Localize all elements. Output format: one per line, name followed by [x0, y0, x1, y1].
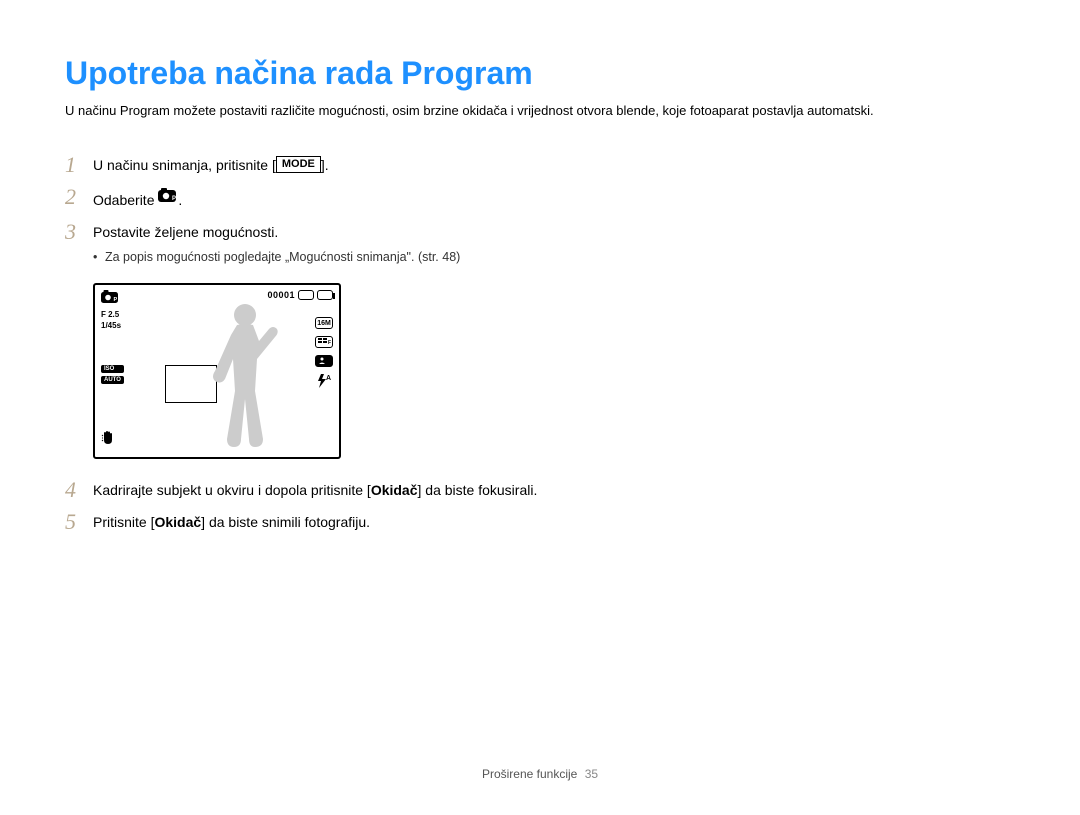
step-text-fragment: . — [178, 192, 182, 208]
step-5: 5 Pritisnite [Okidač] da biste snimili f… — [65, 509, 1015, 533]
footer-page-number: 35 — [585, 767, 598, 781]
svg-text:P: P — [114, 297, 118, 303]
step-number: 2 — [65, 184, 93, 208]
shot-counter: 00001 — [267, 290, 295, 300]
shutter-speed-label: 1/45s — [101, 322, 121, 330]
stabilizer-icon — [101, 433, 115, 450]
step-text: U načinu snimanja, pritisnite [MODE]. — [93, 152, 329, 176]
shutter-bold: Okidač — [154, 514, 201, 530]
shutter-bold: Okidač — [371, 482, 418, 498]
steps-list: 1 U načinu snimanja, pritisnite [MODE]. … — [65, 152, 1015, 533]
iso-auto-badge: AUTO — [101, 376, 124, 384]
page-footer: Proširene funkcije 35 — [0, 767, 1080, 781]
step-text-fragment: ] da biste fokusirali. — [418, 482, 538, 498]
step-text-fragment: Postavite željene mogućnosti. — [93, 224, 278, 240]
page-title: Upotreba načina rada Program — [65, 55, 1015, 92]
step-number: 4 — [65, 477, 93, 501]
substep-text: Za popis mogućnosti pogledajte „Mogućnos… — [105, 250, 460, 264]
camera-mode-icon: P — [101, 290, 121, 308]
step-2: 2 Odaberite P. — [65, 184, 1015, 211]
svg-text:A: A — [326, 375, 331, 382]
screen-top-left-group: P F 2.5 1/45s — [101, 290, 121, 330]
flash-auto-icon: A — [316, 374, 332, 391]
step-4: 4 Kadrirajte subjekt u okviru i dopola p… — [65, 477, 1015, 501]
step-3-substep: •Za popis mogućnosti pogledajte „Mogućno… — [93, 249, 460, 267]
step-3: 3 Postavite željene mogućnosti. •Za popi… — [65, 219, 1015, 267]
face-detect-icon — [315, 355, 333, 367]
intro-paragraph: U načinu Program možete postaviti različ… — [65, 102, 1015, 120]
step-number: 3 — [65, 219, 93, 243]
battery-icon — [317, 290, 333, 300]
subject-silhouette — [197, 301, 287, 458]
step-text: Odaberite P. — [93, 184, 182, 211]
step-text-fragment: ] da biste snimili fotografiju. — [201, 514, 370, 530]
svg-text:P: P — [172, 196, 176, 202]
step-text: Kadrirajte subjekt u okviru i dopola pri… — [93, 477, 537, 501]
screen-bottom-left — [101, 430, 115, 451]
f-number-label: F 2.5 — [101, 311, 121, 319]
svg-text:F: F — [328, 340, 331, 345]
memory-card-icon — [298, 290, 314, 300]
step-number: 5 — [65, 509, 93, 533]
camera-screen-figure: P F 2.5 1/45s 00001 ISO AUTO 16M F A — [93, 283, 341, 459]
screen-top-right-group: 00001 — [267, 290, 333, 300]
iso-badge: ISO — [101, 365, 124, 373]
screen-right-column: 16M F A — [315, 317, 333, 391]
step-text-fragment: Pritisnite [ — [93, 514, 154, 530]
step-text: Pritisnite [Okidač] da biste snimili fot… — [93, 509, 370, 533]
mode-button-label: MODE — [276, 156, 321, 173]
resolution-badge: 16M — [315, 317, 333, 329]
step-text: Postavite željene mogućnosti. •Za popis … — [93, 219, 460, 267]
screen-left-mid-group: ISO AUTO — [101, 365, 124, 384]
step-1: 1 U načinu snimanja, pritisnite [MODE]. — [65, 152, 1015, 176]
step-number: 1 — [65, 152, 93, 176]
step-text-fragment: ]. — [321, 157, 329, 173]
camera-program-icon: P — [158, 187, 178, 208]
step-text-fragment: U načinu snimanja, pritisnite [ — [93, 157, 276, 173]
bullet-icon: • — [93, 249, 105, 267]
quality-icon: F — [315, 336, 333, 348]
footer-section-label: Proširene funkcije — [482, 767, 577, 781]
step-text-fragment: Kadrirajte subjekt u okviru i dopola pri… — [93, 482, 371, 498]
step-text-fragment: Odaberite — [93, 192, 158, 208]
